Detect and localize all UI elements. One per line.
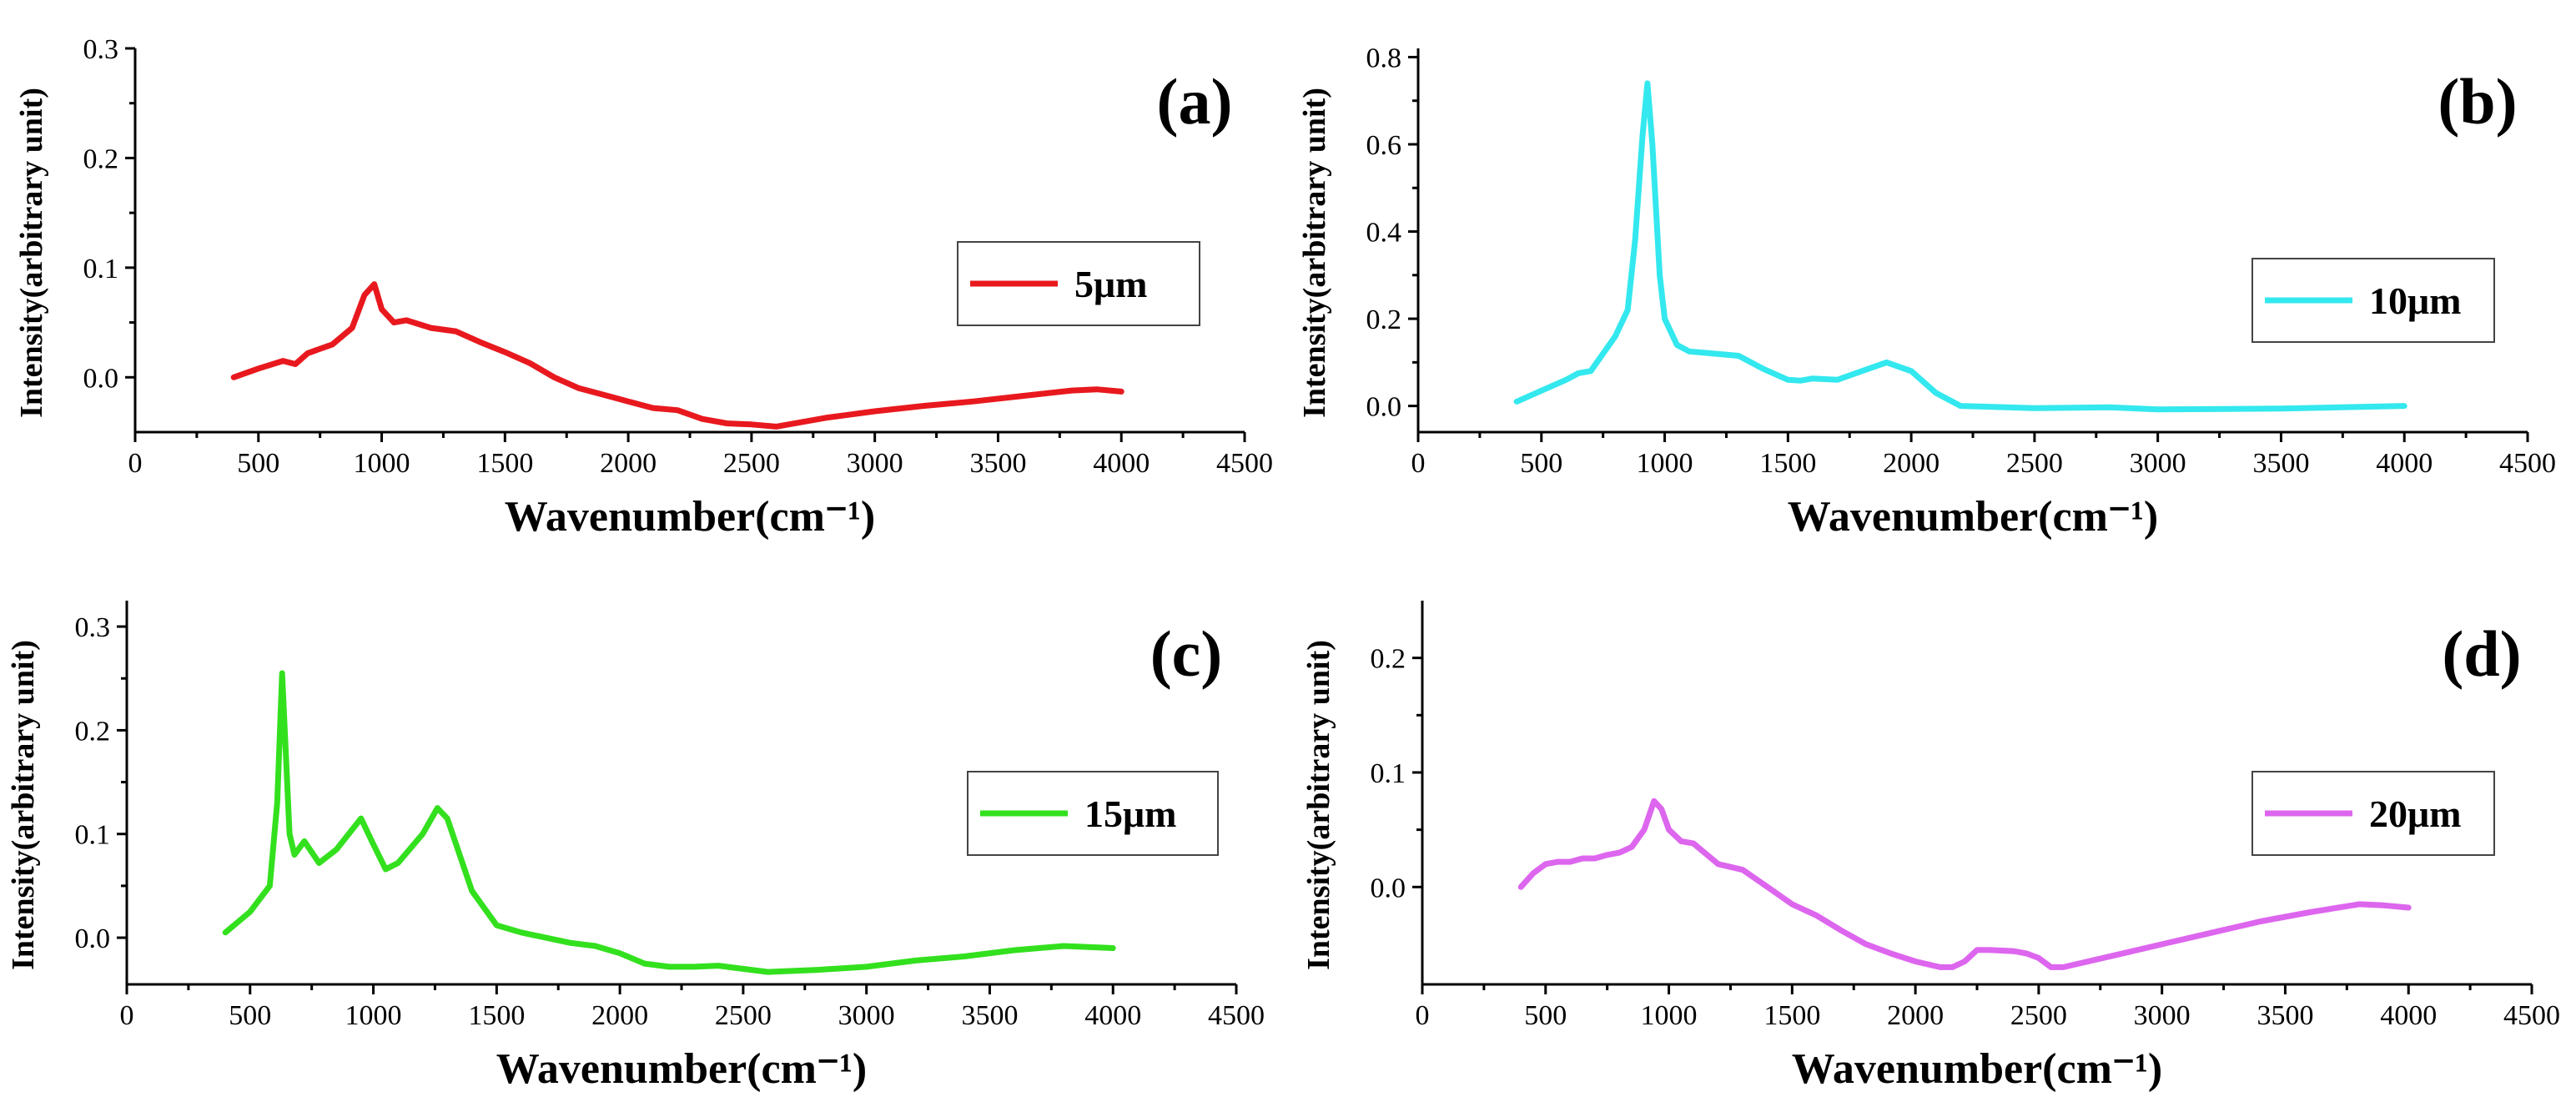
- x-tick-label: 4500: [2499, 448, 2556, 479]
- y-tick-label: 0.2: [1366, 304, 1402, 335]
- series-line: [230, 281, 1124, 430]
- panel-label: (a): [1157, 65, 1233, 138]
- x-tick-label: 2500: [2006, 448, 2063, 479]
- x-tick-label: 3500: [2257, 1000, 2313, 1031]
- y-tick-label: 0.2: [75, 716, 111, 747]
- x-tick-label: 500: [1524, 1000, 1567, 1031]
- chart-panel-2: 0 500 1000 1500 2000 2500 3000 3500 4000 4500 0.0 0…: [6, 601, 1265, 1093]
- legend-label: 5μm: [1074, 263, 1147, 305]
- legend-label: 15μm: [1084, 793, 1176, 835]
- x-tick-label: 2000: [591, 1000, 648, 1031]
- x-tick-label: 2000: [600, 448, 657, 479]
- y-tick-label: 0.2: [1371, 644, 1406, 675]
- x-tick-label: 500: [229, 1000, 271, 1031]
- y-tick-label: 0.6: [1366, 130, 1402, 161]
- y-tick-label: 0.1: [1371, 758, 1406, 789]
- x-tick-label: 4000: [2376, 448, 2433, 479]
- x-tick-label: 0: [120, 1000, 134, 1031]
- series-line: [222, 670, 1116, 975]
- x-axis-label: Wavenumber(cm⁻¹): [505, 493, 876, 541]
- x-tick-label: 2500: [723, 448, 780, 479]
- x-tick-label: 1500: [468, 1000, 525, 1031]
- x-tick-label: 4000: [1084, 1000, 1141, 1031]
- chart-panel-0: 0 500 1000 1500 2000 2500 3000 3500 4000 4500 0.0 0…: [14, 34, 1273, 541]
- x-tick-label: 0: [1411, 448, 1426, 479]
- y-tick-label: 0.1: [75, 820, 111, 851]
- x-tick-label: 3000: [847, 448, 903, 479]
- y-tick-label: 0.4: [1366, 218, 1402, 249]
- y-tick-label: 0.2: [83, 143, 119, 174]
- panel-label: (d): [2442, 617, 2521, 690]
- x-tick-label: 1000: [354, 448, 410, 479]
- x-tick-label: 3500: [2252, 448, 2309, 479]
- x-axis-label: Wavenumber(cm⁻¹): [496, 1045, 868, 1093]
- x-tick-label: 3000: [2130, 448, 2186, 479]
- y-tick-label: 0.3: [83, 34, 119, 65]
- x-axis-label: Wavenumber(cm⁻¹): [1788, 493, 2159, 541]
- x-tick-label: 3000: [838, 1000, 895, 1031]
- x-tick-label: 3000: [2134, 1000, 2191, 1031]
- x-tick-label: 1500: [476, 448, 533, 479]
- x-tick-label: 500: [1520, 448, 1562, 479]
- y-tick-label: 0.0: [83, 363, 119, 394]
- series-line: [1517, 798, 2412, 970]
- x-axis-label: Wavenumber(cm⁻¹): [1792, 1045, 2163, 1093]
- series-line: [1513, 80, 2407, 413]
- y-tick-label: 0.8: [1366, 43, 1402, 73]
- legend: 5μm: [957, 241, 1200, 326]
- x-tick-label: 0: [1416, 1000, 1430, 1031]
- x-tick-label: 4500: [1208, 1000, 1265, 1031]
- x-tick-label: 1500: [1759, 448, 1816, 479]
- x-tick-label: 3500: [961, 1000, 1018, 1031]
- x-tick-label: 2500: [715, 1000, 772, 1031]
- x-tick-label: 4000: [1093, 448, 1150, 479]
- y-axis-label: Intensity(arbitrary unit): [14, 88, 49, 418]
- panel-label: (c): [1150, 617, 1223, 690]
- chart-panel-1: 0 500 1000 1500 2000 2500 3000 3500 4000 4500 0.0 0…: [1297, 43, 2556, 541]
- x-tick-label: 1500: [1763, 1000, 1820, 1031]
- legend-label: 20μm: [2369, 793, 2461, 835]
- x-tick-label: 3500: [969, 448, 1026, 479]
- y-tick-label: 0.0: [1371, 873, 1406, 903]
- legend: 15μm: [967, 771, 1219, 856]
- x-tick-label: 1000: [1637, 448, 1693, 479]
- x-tick-label: 4000: [2380, 1000, 2437, 1031]
- y-axis-label: Intensity(arbitrary unit): [1301, 640, 1336, 970]
- x-tick-label: 4500: [1216, 448, 1273, 479]
- legend: 10μm: [2251, 258, 2495, 343]
- x-tick-label: 500: [237, 448, 279, 479]
- x-tick-label: 1000: [1641, 1000, 1698, 1031]
- y-axis-label: Intensity(arbitrary unit): [6, 640, 41, 970]
- legend: 20μm: [2251, 771, 2495, 856]
- chart-panel-3: 0 500 1000 1500 2000 2500 3000 3500 4000 4500 0.0 0…: [1301, 601, 2560, 1093]
- y-axis-label: Intensity(arbitrary unit): [1297, 88, 1332, 418]
- legend-label: 10μm: [2369, 279, 2461, 322]
- panel-label: (b): [2438, 65, 2517, 138]
- y-tick-label: 0.1: [83, 254, 119, 284]
- x-tick-label: 2000: [1887, 1000, 1944, 1031]
- x-tick-label: 1000: [345, 1000, 402, 1031]
- y-tick-label: 0.0: [75, 923, 111, 954]
- y-tick-label: 0.0: [1366, 392, 1402, 423]
- x-tick-label: 2500: [2010, 1000, 2067, 1031]
- x-tick-label: 0: [128, 448, 143, 479]
- x-tick-label: 2000: [1883, 448, 1940, 479]
- x-tick-label: 4500: [2503, 1000, 2560, 1031]
- y-tick-label: 0.3: [75, 612, 111, 643]
